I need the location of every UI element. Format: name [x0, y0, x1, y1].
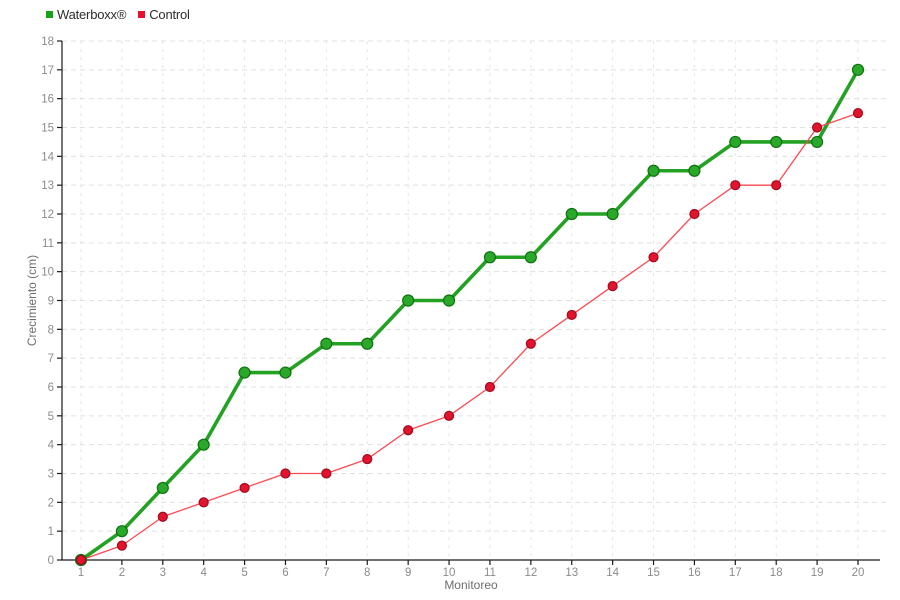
y-tick-label: 14 [41, 151, 54, 163]
x-tick-label: 5 [241, 567, 247, 579]
series-marker-1 [484, 381, 496, 393]
series-marker-1 [525, 338, 536, 349]
legend-item-control[interactable]: Control [138, 8, 190, 21]
y-tick-label: 1 [48, 526, 54, 538]
x-tick-label: 12 [524, 567, 537, 579]
y-tick-label: 2 [48, 497, 54, 509]
legend-swatch-waterboxx-icon [46, 11, 53, 18]
series-marker-0 [688, 164, 701, 177]
series-marker-1 [852, 107, 864, 119]
series-marker-0 [279, 366, 292, 379]
x-tick-label: 1 [78, 567, 84, 579]
y-tick-label: 0 [48, 555, 54, 567]
series-marker-0 [156, 481, 169, 495]
x-tick-label: 10 [443, 567, 456, 579]
y-tick-label: 15 [41, 123, 54, 135]
series-marker-1 [403, 425, 414, 436]
y-tick-label: 4 [48, 440, 55, 452]
legend-label-control: Control [149, 7, 190, 22]
y-tick-label: 17 [41, 65, 54, 77]
series-marker-1 [730, 180, 741, 191]
y-tick-label: 9 [48, 296, 54, 308]
x-tick-label: 6 [282, 567, 288, 579]
x-tick-label: 3 [160, 567, 166, 579]
y-tick-label: 12 [41, 209, 54, 221]
series-marker-1 [116, 540, 127, 551]
x-tick-label: 4 [200, 567, 207, 579]
series-marker-1 [443, 410, 455, 421]
y-tick-label: 5 [48, 411, 54, 423]
x-tick-label: 8 [364, 567, 370, 579]
y-tick-label: 10 [41, 267, 54, 279]
series-marker-0 [851, 63, 865, 76]
x-tick-label: 7 [323, 567, 329, 579]
series-marker-1 [812, 122, 823, 133]
legend-swatch-control-icon [138, 11, 146, 18]
series-marker-0 [647, 164, 660, 177]
x-tick-label: 11 [484, 567, 496, 579]
x-tick-label: 13 [565, 567, 578, 579]
x-tick-label: 17 [729, 567, 742, 579]
series-marker-1 [566, 309, 577, 321]
series-line-1 [80, 112, 859, 561]
y-axis-title: Crecimiento (cm) [25, 255, 39, 346]
series-marker-0 [606, 207, 619, 221]
y-tick-label: 18 [41, 36, 54, 48]
series-marker-0 [402, 294, 415, 307]
series-marker-1 [321, 468, 332, 479]
series-marker-0 [483, 251, 497, 264]
series-marker-0 [729, 135, 742, 149]
y-tick-label: 6 [48, 382, 54, 394]
y-tick-label: 16 [41, 94, 54, 106]
series-marker-1 [689, 208, 700, 220]
chart-legend: Waterboxx® Control [46, 8, 190, 21]
x-tick-label: 20 [852, 567, 865, 579]
series-marker-0 [361, 337, 374, 350]
series-marker-0 [442, 294, 456, 307]
x-tick-label: 2 [119, 567, 125, 579]
series-line-0 [79, 68, 860, 562]
x-tick-label: 15 [647, 567, 660, 579]
series-marker-1 [648, 252, 659, 263]
legend-item-waterboxx[interactable]: Waterboxx® [46, 8, 126, 21]
series-marker-1 [157, 511, 168, 522]
series-marker-1 [198, 497, 209, 508]
series-marker-1 [607, 280, 618, 292]
series-marker-1 [239, 482, 250, 494]
series-marker-1 [280, 468, 291, 479]
series-marker-0 [524, 251, 537, 264]
series-marker-0 [320, 337, 333, 350]
x-tick-label: 14 [606, 567, 619, 579]
series-marker-0 [115, 525, 128, 538]
series-marker-0 [197, 438, 210, 451]
series-marker-1 [75, 554, 87, 566]
x-axis-title: Monitoreo [444, 578, 498, 592]
series-marker-0 [565, 207, 578, 221]
x-tick-label: 9 [405, 567, 411, 579]
y-tick-label: 13 [41, 180, 54, 192]
series-marker-0 [238, 366, 251, 379]
series-marker-1 [362, 453, 373, 465]
series-marker-1 [771, 180, 782, 191]
y-tick-label: 8 [48, 324, 54, 336]
x-tick-label: 18 [770, 567, 783, 579]
y-tick-label: 7 [48, 353, 54, 365]
y-tick-label: 3 [48, 469, 54, 481]
series-marker-0 [811, 135, 824, 149]
series-marker-0 [770, 135, 783, 149]
legend-label-waterboxx: Waterboxx® [57, 7, 127, 22]
y-tick-label: 11 [42, 238, 54, 250]
x-tick-label: 16 [688, 567, 701, 579]
x-tick-label: 19 [811, 567, 824, 579]
